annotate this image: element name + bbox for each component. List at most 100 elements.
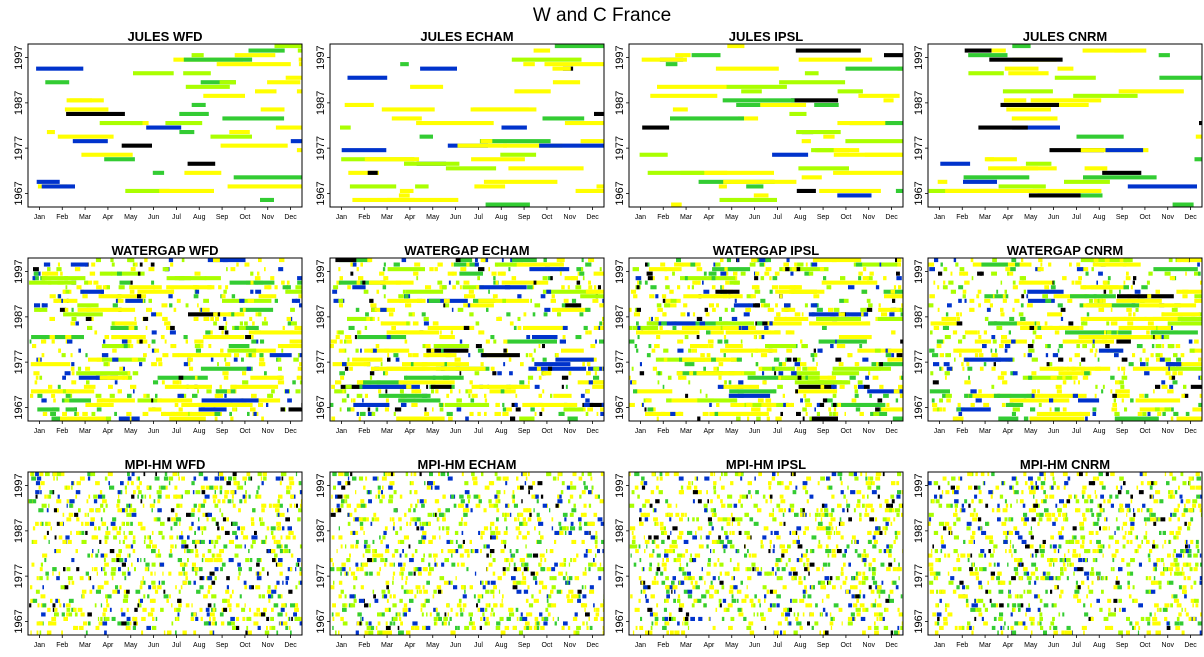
heatmap-cell [581, 585, 584, 590]
heatmap-cell [864, 152, 903, 157]
heatmap-cell [436, 585, 442, 590]
heatmap-cell [819, 267, 824, 272]
heatmap-cell [534, 526, 536, 531]
heatmap-cell [439, 576, 445, 581]
heatmap-cell [259, 517, 262, 522]
heatmap-cell [183, 71, 211, 76]
heatmap-cell [734, 298, 737, 303]
heatmap-cell [475, 258, 478, 263]
heatmap-cell [538, 375, 542, 380]
heatmap-cell [38, 621, 43, 626]
heatmap-cell [454, 530, 459, 535]
heatmap-cell [684, 335, 689, 340]
heatmap-cell [956, 316, 960, 321]
heatmap-cell [691, 285, 694, 290]
heatmap-cell [677, 348, 684, 353]
heatmap-cell [1021, 294, 1025, 299]
heatmap-cell [545, 607, 549, 612]
heatmap-cell [532, 312, 536, 317]
heatmap-cell [1135, 398, 1181, 403]
heatmap-cell [1035, 335, 1040, 340]
x-tick-label: Oct [840, 428, 851, 435]
heatmap-cell [1004, 380, 1008, 385]
heatmap-cell [432, 512, 434, 517]
heatmap-cell [163, 476, 169, 481]
heatmap-cell [370, 366, 430, 371]
heatmap-cell [685, 393, 689, 398]
heatmap-cell [589, 625, 593, 630]
heatmap-cell [1009, 398, 1070, 403]
heatmap-cell [42, 411, 48, 416]
heatmap-cell [852, 616, 855, 621]
heatmap-cell [434, 512, 437, 517]
heatmap-cell [76, 567, 80, 572]
heatmap-cell [71, 558, 75, 563]
x-tick-label: Jan [635, 214, 646, 221]
heatmap-cell [385, 544, 389, 549]
heatmap-cell [699, 321, 706, 326]
heatmap-cell [1168, 366, 1170, 371]
heatmap-cell [562, 576, 566, 581]
heatmap-cell [1089, 298, 1093, 303]
heatmap-cell [1164, 271, 1171, 276]
heatmap-cell [168, 481, 171, 486]
heatmap-cell [424, 407, 427, 412]
heatmap-cell [511, 57, 582, 62]
heatmap-cell [179, 521, 181, 526]
heatmap-cell [500, 539, 504, 544]
heatmap-cell [1060, 316, 1064, 321]
heatmap-cell [250, 375, 280, 380]
heatmap-cell [120, 490, 123, 495]
heatmap-cell [357, 621, 360, 626]
heatmap-cell [104, 285, 107, 290]
heatmap-cell [236, 262, 239, 267]
heatmap-cell [245, 325, 259, 330]
heatmap-cell [488, 289, 490, 294]
heatmap-cell [1154, 407, 1160, 412]
heatmap-cell [63, 603, 65, 608]
heatmap-cell [418, 589, 423, 594]
heatmap-cell [560, 589, 563, 594]
heatmap-cell [441, 549, 444, 554]
heatmap-cell [885, 607, 889, 612]
heatmap-cell [643, 398, 648, 403]
heatmap-cell [634, 307, 638, 312]
heatmap-cell [367, 170, 378, 175]
heatmap-cell [120, 607, 123, 612]
heatmap-cell [488, 562, 493, 567]
heatmap-cell [808, 312, 869, 317]
heatmap-cell [554, 621, 557, 626]
heatmap-cell [129, 621, 132, 626]
heatmap-cell [400, 621, 403, 626]
heatmap-cell [149, 494, 152, 499]
heatmap-cell [148, 267, 155, 272]
heatmap-cell [1057, 66, 1074, 71]
heatmap-cell [193, 630, 197, 635]
heatmap-cell [469, 411, 474, 416]
heatmap-cell [1083, 303, 1112, 308]
heatmap-cell [54, 607, 58, 612]
heatmap-cell [62, 389, 66, 394]
heatmap-cell [338, 267, 341, 272]
heatmap-cell [149, 503, 155, 508]
heatmap-cell [336, 508, 342, 513]
heatmap-cell [722, 616, 725, 621]
heatmap-cell [411, 402, 418, 407]
heatmap-cell [433, 344, 470, 349]
y-tick-label: 1997 [913, 45, 925, 69]
heatmap-cell [41, 612, 46, 617]
heatmap-cell [559, 562, 565, 567]
heatmap-cell [298, 353, 302, 358]
heatmap-cell [587, 407, 593, 412]
heatmap-cell [139, 598, 143, 603]
heatmap-cell [330, 512, 336, 517]
heatmap-cell [592, 485, 594, 490]
heatmap-cell [141, 630, 144, 635]
heatmap-cell [196, 589, 201, 594]
heatmap-cell [851, 398, 857, 403]
heatmap-cell [1095, 348, 1098, 353]
heatmap-cell [463, 325, 470, 330]
heatmap-cell [740, 271, 746, 276]
heatmap-cell [1160, 353, 1163, 358]
heatmap-cell [171, 289, 175, 294]
